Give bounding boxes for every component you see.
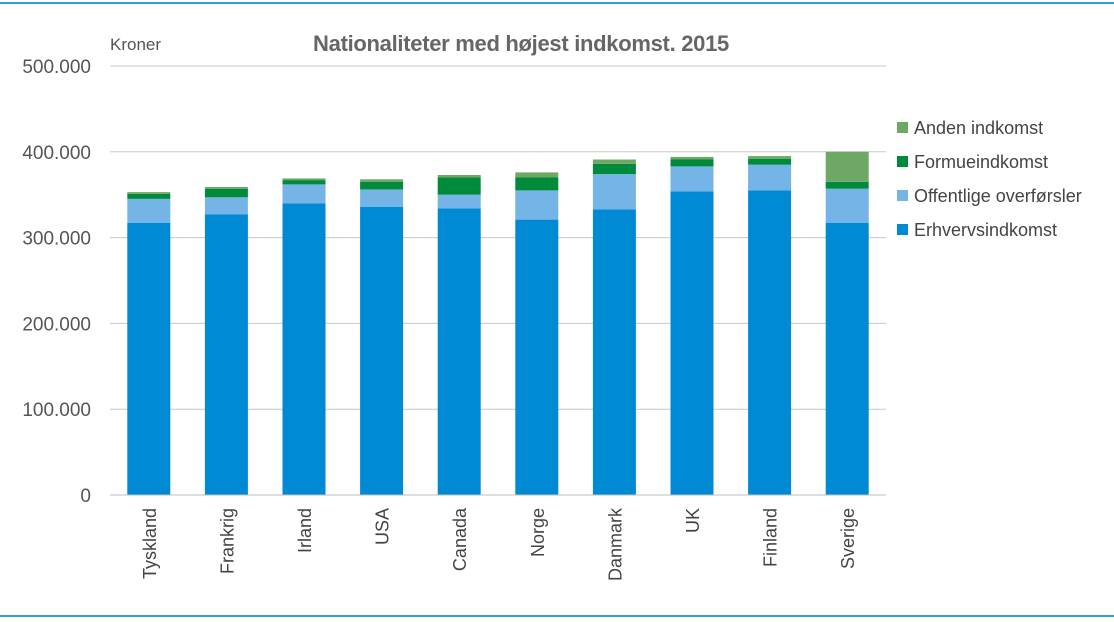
bar-segment [825,181,869,189]
x-tick-label: Tyskland [140,508,160,579]
bar-segment [515,190,559,220]
bar-segment [748,158,792,165]
bar-segment [825,188,869,223]
x-axis-ticks: Tyskland Frankrig Irland USA Canada Norge Danm… [140,507,858,581]
x-tick-label: Irland [295,508,315,553]
bar-segment [127,223,171,495]
top-border-line [0,2,1114,4]
x-tick-label: Finland [761,508,781,567]
bar-segment [437,177,481,195]
bar-segment [515,172,559,178]
bar-segment [670,166,714,192]
bar-segment [360,179,404,182]
bars [127,151,869,496]
bar-segment [670,159,714,167]
bar-segment [282,178,326,181]
bar-segment [204,197,248,215]
y-axis-unit-label: Kroner [110,35,161,54]
x-tick-label: Sverige [838,508,858,569]
legend-swatch [897,122,908,133]
bar-segment [437,175,481,178]
x-tick-label: UK [683,508,703,533]
bar-segment [670,191,714,496]
bar-segment [670,156,714,160]
bar-segment [360,181,404,190]
x-tick-label: Canada [450,507,470,571]
bottom-border-line [0,615,1114,617]
x-tick-label: Frankrig [217,508,237,574]
y-tick-label: 100.000 [22,400,91,421]
bar-segment [515,177,559,191]
bar-segment [360,189,404,207]
x-tick-label: Norge [528,508,548,557]
bar-segment [204,187,248,189]
y-tick-label: 0 [80,486,91,507]
legend-label: Erhvervsindkomst [914,220,1057,240]
bar-segment [748,156,792,159]
bar-segment [825,151,869,182]
y-tick-label: 400.000 [22,143,91,164]
bar-segment [748,164,792,191]
legend-label: Anden indkomst [914,118,1043,138]
bar-segment [592,174,636,210]
bar-segment [282,203,326,496]
bar-segment [437,194,481,209]
bar-segment [360,206,404,495]
y-axis-ticks: 0 100.000 200.000 300.000 400.000 500.000 [22,57,91,507]
y-tick-label: 500.000 [22,57,91,78]
bar-segment [748,190,792,495]
legend-label: Offentlige overførsler [914,186,1082,206]
y-tick-label: 300.000 [22,229,91,250]
y-tick-label: 200.000 [22,314,91,335]
legend: Anden indkomst Formueindkomst Offentlige o… [897,118,1082,240]
x-tick-label: USA [373,508,393,545]
bar-segment [592,159,636,164]
legend-swatch [897,156,908,167]
bar-segment [825,223,869,495]
bar-segment [282,180,326,185]
bar-segment [204,214,248,495]
bar-segment [127,192,171,194]
bar-segment [592,163,636,175]
legend-swatch [897,224,908,235]
chart-title: Nationaliteter med højest indkomst. 2015 [313,31,729,56]
bar-segment [127,199,171,223]
bar-segment [437,208,481,495]
legend-swatch [897,190,908,201]
bar-segment [204,188,248,198]
legend-label: Formueindkomst [914,152,1048,172]
x-tick-label: Danmark [605,507,625,581]
bar-segment [592,209,636,496]
bar-segment [515,219,559,495]
bar-segment [282,184,326,204]
bar-segment [127,193,171,199]
